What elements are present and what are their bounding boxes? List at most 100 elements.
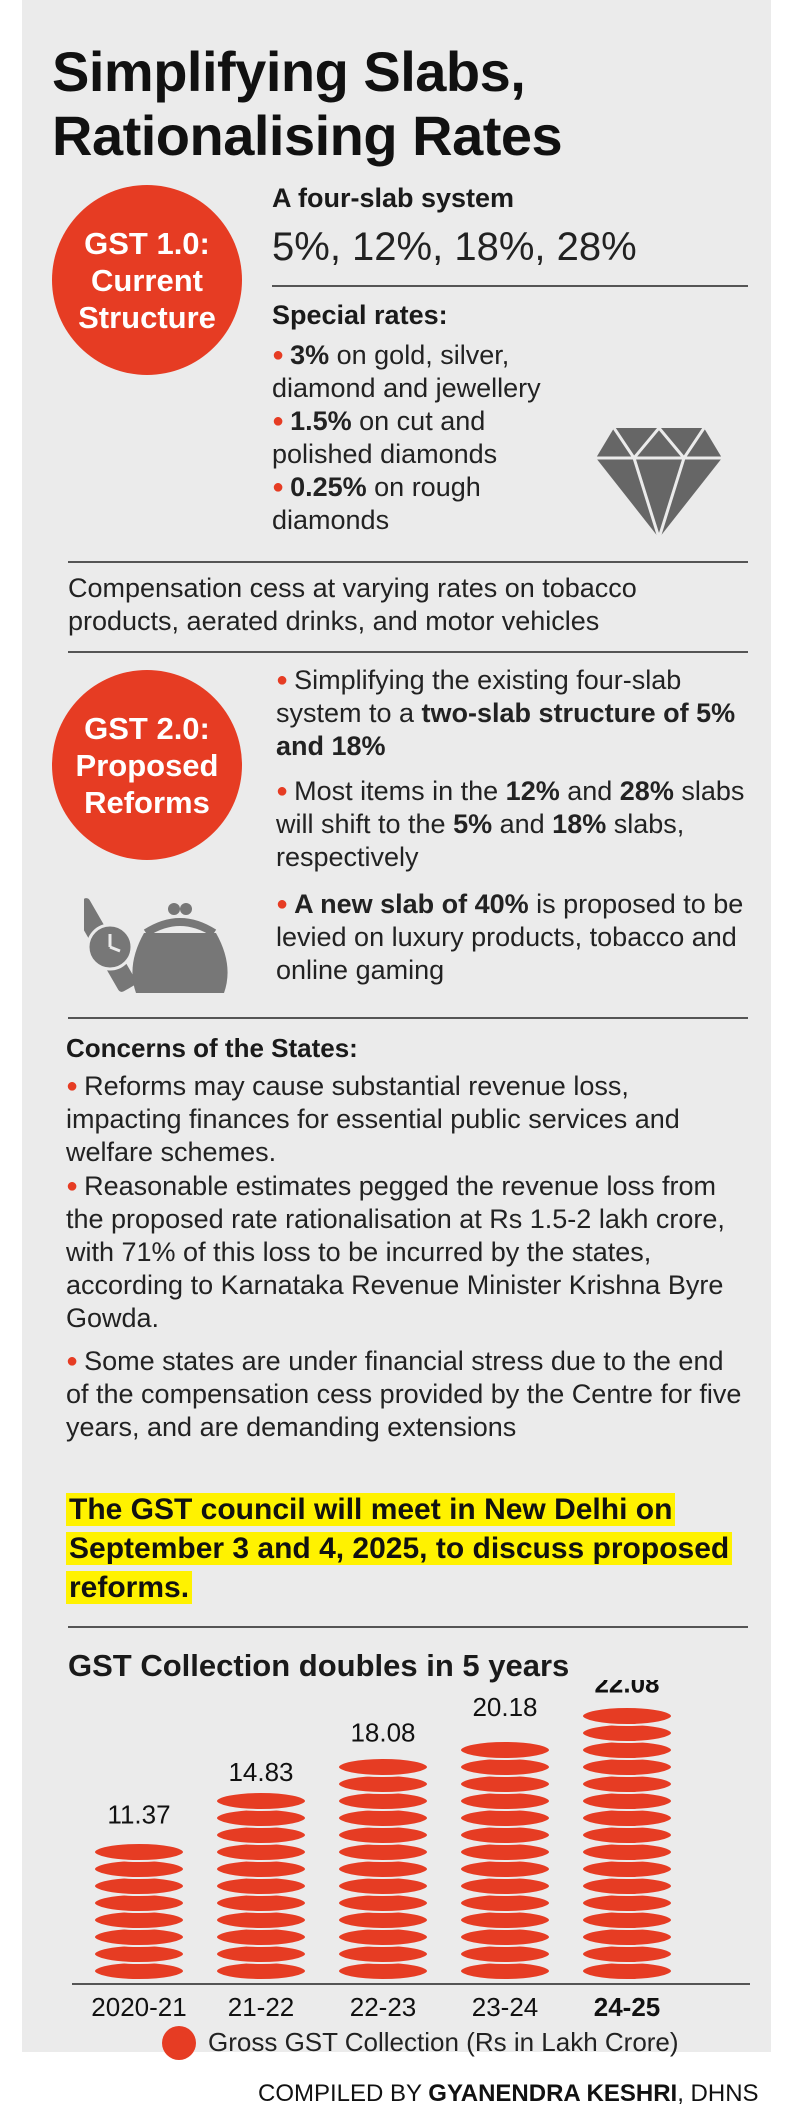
chart-title: GST Collection doubles in 5 years	[68, 1648, 570, 1683]
coin-stack-icon	[581, 1859, 673, 1879]
coin-stack-icon	[215, 1876, 307, 1896]
bar-2020-21	[93, 1842, 185, 1981]
purse-icon	[132, 903, 228, 993]
category-label: 22-23	[350, 1992, 417, 2022]
title-line-2: Rationalising Rates	[52, 104, 563, 167]
credit-author: GYANENDRA KESHRI	[428, 2080, 678, 2107]
coin-stack-icon	[215, 1791, 307, 1811]
bullet-icon: ●	[276, 893, 289, 915]
coin-stack-icon	[459, 1774, 551, 1794]
coin-stack-icon	[93, 1893, 185, 1913]
coin-stack-icon	[215, 1842, 307, 1862]
reform-text: is proposed to be levied on luxury produ…	[276, 889, 744, 985]
coin-stack-icon	[215, 1927, 307, 1947]
divider	[68, 1017, 748, 1019]
gst2-circle: GST 2.0: Proposed Reforms	[52, 670, 242, 860]
value-label: 11.37	[107, 1799, 170, 1829]
value-label: 22.08	[594, 1680, 659, 1699]
coin-stack-icon	[93, 1961, 185, 1981]
coin-stack-icon	[337, 1859, 429, 1879]
coin-stack-icon	[215, 1944, 307, 1964]
coin-stack-icon	[337, 1893, 429, 1913]
special-rate-text: on rough diamonds	[272, 472, 481, 535]
reform-bullet: ● Simplifying the existing four-slab syst…	[276, 664, 746, 763]
reform-text: and	[559, 776, 620, 806]
coin-stack-icon	[581, 1808, 673, 1828]
concern-item: ● Reforms may cause substantial revenue l…	[66, 1070, 746, 1169]
coin-stack-icon	[581, 1706, 673, 1726]
coin-stack-icon	[459, 1757, 551, 1777]
reform-bullet: ● Most items in the 12% and 28% slabs wil…	[276, 775, 746, 874]
cess-note: Compensation cess at varying rates on to…	[68, 573, 637, 636]
divider	[68, 651, 748, 653]
coin-stack-icon	[93, 1876, 185, 1896]
gst1-circle: GST 1.0: Current Structure	[52, 185, 242, 375]
value-label: 14.83	[228, 1757, 293, 1787]
divider	[272, 285, 748, 287]
coin-stack-icon	[459, 1791, 551, 1811]
bullet-icon: ●	[66, 1175, 79, 1197]
bullet-icon: ●	[276, 780, 289, 802]
coin-stack-icon	[93, 1910, 185, 1930]
bullet-icon: ●	[272, 476, 285, 498]
coin-stack-icon	[215, 1859, 307, 1879]
concern-text: Some states are under financial stress d…	[66, 1346, 742, 1442]
concerns-heading: Concerns of the States:	[66, 1033, 358, 1063]
gst2-circle-line-1: GST 2.0:	[84, 710, 210, 746]
coin-stack-icon	[215, 1825, 307, 1845]
coin-stack-icon	[337, 1774, 429, 1794]
coin-stack-icon	[581, 1791, 673, 1811]
reform-text: and	[492, 809, 553, 839]
gst1-circle-line-1: GST 1.0:	[84, 225, 210, 261]
bar-22-23	[337, 1757, 429, 1981]
bullet-icon: ●	[272, 410, 285, 432]
concern-text: Reforms may cause substantial revenue lo…	[66, 1071, 680, 1167]
reform-bold: 12%	[505, 776, 560, 806]
category-label: 23-24	[472, 1992, 539, 2022]
value-label: 18.08	[350, 1717, 415, 1747]
coin-stack-icon	[581, 1893, 673, 1913]
four-slab-rates: 5%, 12%, 18%, 28%	[272, 225, 637, 269]
coin-stack-icon	[337, 1842, 429, 1862]
coin-stack-icon	[581, 1842, 673, 1862]
reform-bold: 28%	[619, 776, 674, 806]
coin-stack-icon	[459, 1876, 551, 1896]
legend-label: Gross GST Collection (Rs in Lakh Crore)	[208, 2027, 679, 2057]
coin-stack-icon	[337, 1757, 429, 1777]
coin-stack-icon	[93, 1842, 185, 1862]
special-rate-item: ● 1.5% on cut and polished diamonds	[272, 405, 592, 471]
coin-stack-icon	[581, 1927, 673, 1947]
highlight-note: The GST council will meet in New Delhi o…	[66, 1490, 756, 1607]
legend-swatch	[162, 2026, 196, 2060]
credit-prefix: COMPILED BY	[258, 2080, 429, 2107]
coin-stack-icon	[459, 1927, 551, 1947]
bar-21-22	[215, 1791, 307, 1981]
coin-stack-icon	[215, 1808, 307, 1828]
special-rate-value: 3%	[290, 340, 330, 370]
coin-stack-icon	[93, 1859, 185, 1879]
gst2-circle-line-3: Reforms	[84, 784, 210, 820]
coin-stack-icon	[459, 1808, 551, 1828]
coin-stack-icon	[459, 1910, 551, 1930]
diamond-icon	[596, 425, 722, 540]
coin-stack-icon	[337, 1961, 429, 1981]
category-label: 2020-21	[91, 1992, 186, 2022]
coin-stack-icon	[337, 1910, 429, 1930]
credit-suffix: , DHNS	[677, 2080, 759, 2107]
watch-purse-illustration	[84, 898, 228, 993]
coin-stack-icon	[337, 1825, 429, 1845]
special-rate-text: on gold, silver, diamond and jewellery	[272, 340, 541, 403]
reform-text: slabs, respectively	[276, 809, 685, 872]
bullet-icon: ●	[66, 1350, 79, 1372]
coin-stack-icon	[337, 1876, 429, 1896]
concern-item: ● Some states are under financial stress …	[66, 1345, 746, 1444]
coin-stack-icon	[581, 1723, 673, 1743]
coin-stack-icon	[581, 1961, 673, 1981]
coin-stack-icon	[215, 1910, 307, 1930]
coin-stack-icon	[337, 1927, 429, 1947]
coin-stack-icon	[215, 1961, 307, 1981]
coin-stack-icon	[215, 1893, 307, 1913]
coin-stack-icon	[337, 1808, 429, 1828]
bar-23-24	[459, 1740, 551, 1981]
gst-collection-chart: 11.37 2020-21 14.83 21-22 18.08 22-23 20.18 23-…	[72, 1680, 750, 2022]
